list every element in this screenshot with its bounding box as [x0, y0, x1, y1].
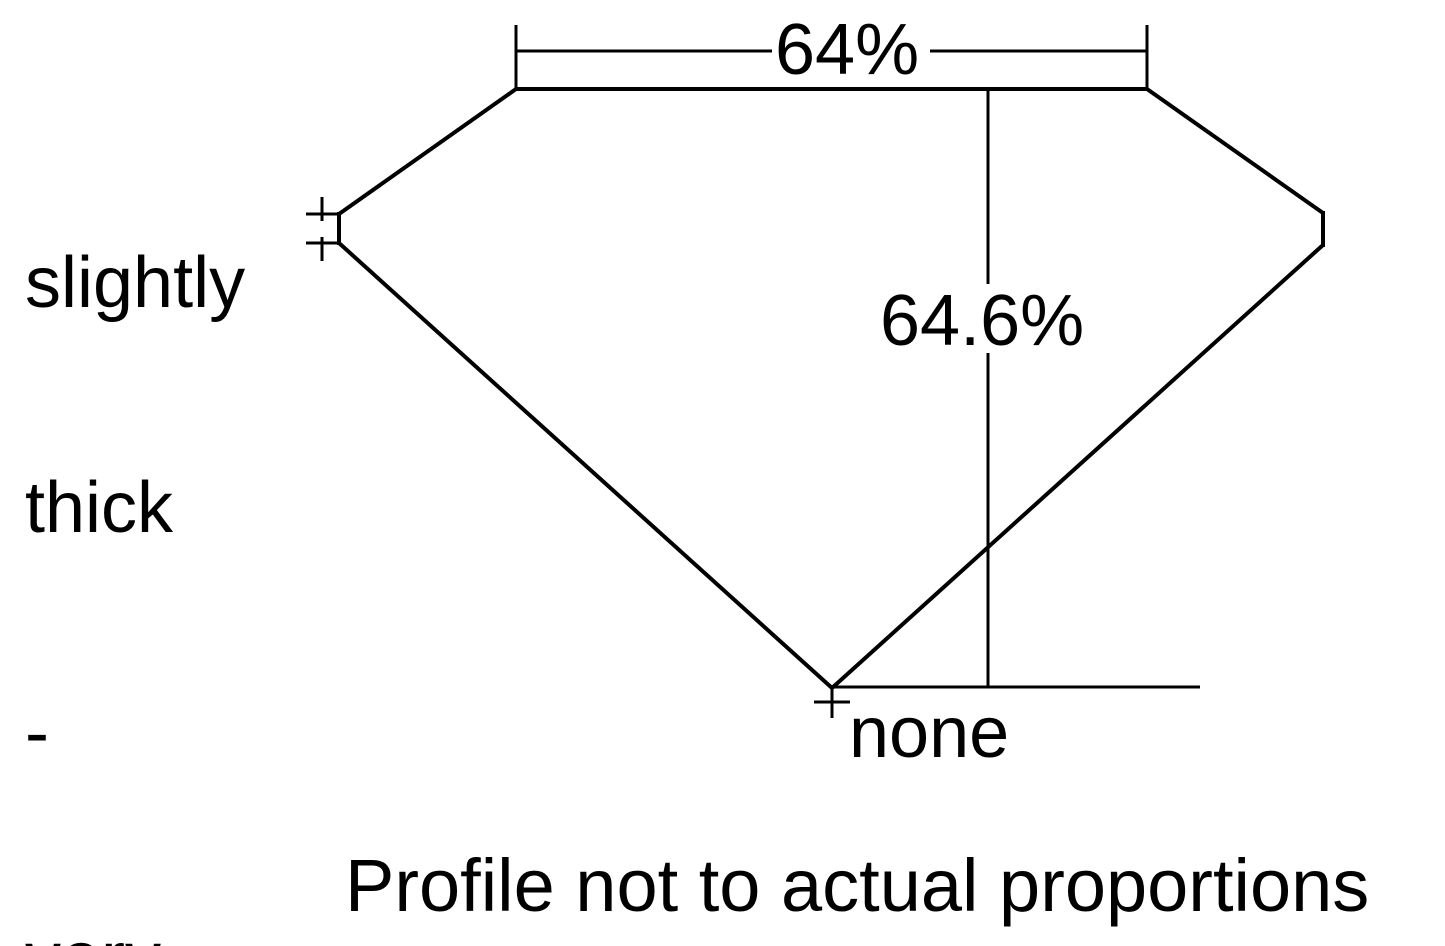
girdle-thickness-label: slightly thick - very thick (faceted)	[25, 96, 309, 946]
culet-label: none	[849, 693, 1010, 773]
crown-left-line	[337, 87, 518, 216]
profile-caption: Profile not to actual proportions	[345, 844, 1370, 927]
depth-percentage-label: 64.6%	[880, 281, 1085, 361]
table-percentage-label: 64%	[775, 10, 920, 90]
pavilion-left-line	[337, 241, 834, 690]
girdle-label-line-1: slightly	[25, 243, 246, 323]
girdle-label-line-4: very	[25, 921, 309, 946]
pavilion-right-line	[830, 243, 1325, 690]
crown-right-line	[1145, 87, 1325, 215]
girdle-label-line-3: -	[25, 693, 49, 773]
girdle-label-line-2: thick	[25, 468, 174, 548]
